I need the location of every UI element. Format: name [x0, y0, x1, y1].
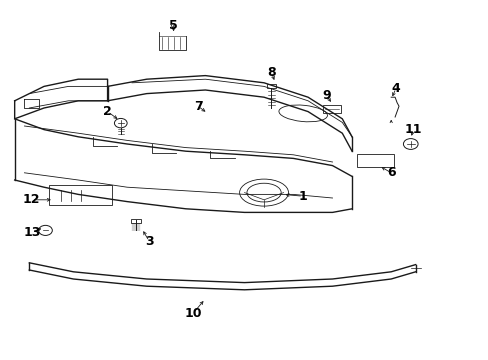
- Text: 3: 3: [144, 235, 153, 248]
- Text: 1: 1: [298, 190, 307, 203]
- Text: 2: 2: [103, 105, 112, 118]
- Text: 10: 10: [184, 307, 202, 320]
- Text: 12: 12: [23, 193, 41, 206]
- Text: 6: 6: [386, 166, 395, 179]
- Text: 13: 13: [23, 226, 41, 239]
- Text: 11: 11: [404, 123, 421, 136]
- Text: 4: 4: [391, 82, 400, 95]
- Text: 8: 8: [266, 66, 275, 78]
- Text: 9: 9: [322, 89, 330, 102]
- Text: 7: 7: [193, 100, 202, 113]
- Text: 5: 5: [169, 19, 178, 32]
